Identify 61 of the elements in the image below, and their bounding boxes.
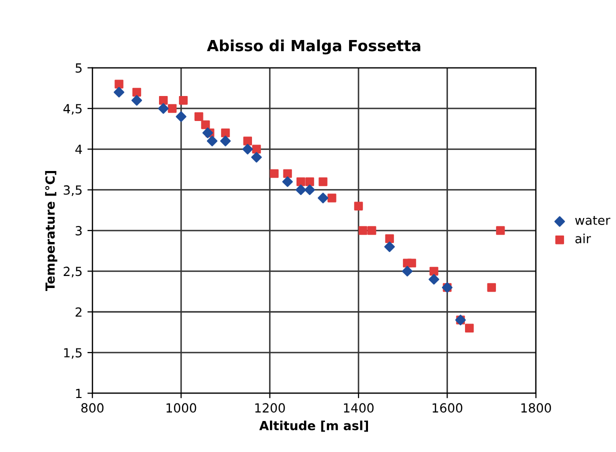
point	[354, 202, 363, 210]
x-tick-label: 1000	[166, 403, 196, 413]
point	[114, 86, 124, 98]
point	[201, 120, 210, 130]
y-tick-label: 2	[76, 307, 82, 317]
x-tick-label: 1400	[344, 403, 374, 413]
y-tick-label: 4	[75, 144, 82, 154]
point	[496, 226, 505, 235]
legend-label: water	[575, 216, 610, 225]
point	[305, 177, 314, 186]
legend-label: air	[575, 234, 591, 244]
point	[385, 234, 394, 244]
point	[194, 112, 204, 121]
point	[243, 136, 252, 146]
point	[114, 80, 124, 88]
point	[318, 192, 328, 204]
point	[402, 266, 413, 276]
point	[282, 176, 293, 188]
point	[430, 266, 438, 276]
point	[328, 194, 336, 202]
point	[296, 177, 306, 186]
x-tick-label: 800	[81, 403, 104, 413]
y-tick-label: 2,5	[64, 266, 82, 278]
point	[158, 96, 168, 105]
point	[384, 241, 395, 252]
x-tick-label: 1600	[432, 403, 462, 413]
point	[252, 144, 261, 154]
point	[283, 169, 292, 178]
point	[158, 103, 169, 114]
y-tick-label: 1,5	[64, 348, 82, 359]
point	[296, 184, 306, 196]
x-tick-label: 1200	[255, 403, 285, 413]
point	[176, 111, 186, 122]
point	[358, 226, 368, 235]
x-tick-label: 1800	[521, 403, 551, 413]
x-axis-title: Altitude [m asl]	[259, 420, 368, 432]
y-tick-label: 5	[76, 63, 82, 73]
point	[220, 136, 231, 146]
point	[132, 88, 142, 97]
point	[407, 258, 416, 268]
point	[242, 144, 253, 154]
point	[270, 169, 279, 178]
point	[206, 136, 218, 146]
point	[367, 226, 376, 235]
point	[178, 96, 188, 105]
point	[251, 152, 262, 163]
point	[168, 104, 177, 113]
y-tick-label: 1	[76, 388, 82, 398]
point	[318, 177, 328, 186]
point	[221, 128, 230, 138]
point	[487, 283, 496, 292]
y-tick-label: 4,5	[63, 104, 82, 115]
point	[304, 184, 316, 196]
point	[465, 324, 474, 333]
point	[131, 95, 142, 106]
y-tick-label: 3	[76, 226, 82, 236]
point	[428, 274, 440, 285]
chart-title: Abisso di Malga Fossetta	[206, 40, 420, 54]
y-axis-title: Temperature [°C]	[45, 171, 58, 292]
point	[202, 128, 214, 138]
y-tick-label: 3,5	[64, 185, 82, 196]
